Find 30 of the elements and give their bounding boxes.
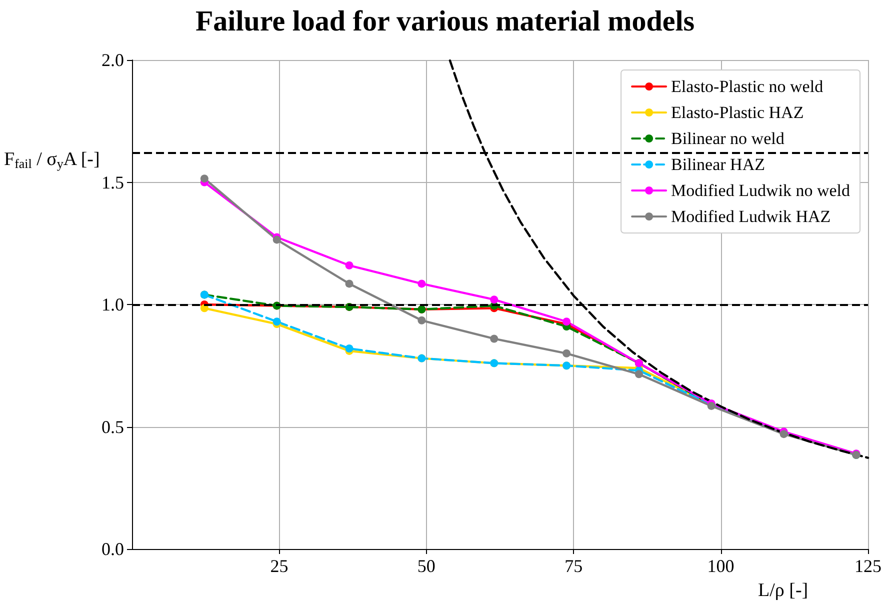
point xyxy=(345,261,354,270)
legend-label: Elasto-Plastic no weld xyxy=(671,77,824,96)
x-axis-title: L/ρ [-] xyxy=(758,580,808,601)
point xyxy=(345,280,354,288)
point xyxy=(200,174,208,183)
y-tick-label: 2.0 xyxy=(102,50,124,70)
y-tick-label: 0.0 xyxy=(102,539,124,559)
x-tick-label: 25 xyxy=(270,556,288,576)
point xyxy=(418,280,426,288)
x-tick-label: 75 xyxy=(564,556,583,576)
point xyxy=(272,318,281,326)
y-tick-label: 1.0 xyxy=(102,294,124,314)
x-tick-label: 125 xyxy=(854,556,882,576)
legend-label: Modified Ludwik HAZ xyxy=(671,207,831,226)
point xyxy=(634,370,643,378)
point xyxy=(562,349,571,358)
point xyxy=(490,334,498,343)
point xyxy=(418,316,426,324)
point xyxy=(490,296,498,304)
legend-label: Bilinear no weld xyxy=(671,129,785,148)
legend-label: Modified Ludwik no weld xyxy=(671,181,850,200)
legend-label: Elasto-Plastic HAZ xyxy=(671,103,804,122)
chart-title: Failure load for various material models xyxy=(195,6,695,38)
y-tick-label: 1.5 xyxy=(102,172,124,192)
y-tick-label: 0.5 xyxy=(102,416,124,437)
x-tick-label: 100 xyxy=(707,556,734,576)
point xyxy=(562,318,571,326)
x-tick-label: 50 xyxy=(417,556,436,576)
legend-label: Bilinear HAZ xyxy=(671,155,766,174)
point xyxy=(272,236,281,244)
